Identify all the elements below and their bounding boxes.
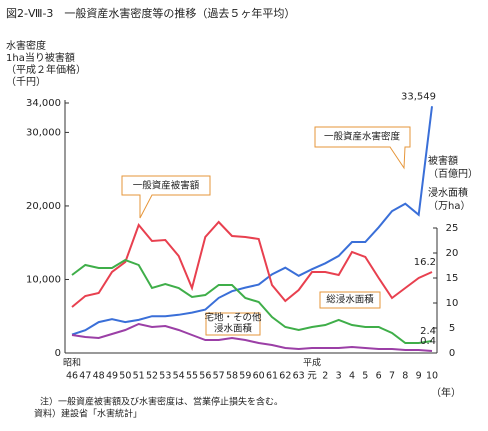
data-label: 2.4 xyxy=(420,326,436,337)
callout-box xyxy=(121,175,211,219)
x-tick-label: 7 xyxy=(389,371,395,382)
annotation: 一般資産水害密度 xyxy=(324,131,401,143)
y2-tick-label: 0 xyxy=(449,348,455,359)
y-axis-title: （平成２年価格） xyxy=(6,63,86,76)
chart-title: 図2-Ⅷ-3 一般資産水害密度等の推移（過去５ヶ年平均） xyxy=(6,6,295,20)
annotation: 宅地・その他 xyxy=(204,312,262,324)
era-label: 平成 xyxy=(303,357,321,369)
x-tick-label: 56 xyxy=(199,371,211,382)
y2-tick-label: 10 xyxy=(446,298,459,309)
x-tick-label: 62 xyxy=(279,371,291,382)
y2-axis-title: 浸水面積 xyxy=(428,186,468,199)
x-tick-label: 元 xyxy=(307,371,317,382)
x-tick-label: 61 xyxy=(266,371,278,382)
x-tick-label: 5 xyxy=(362,371,368,382)
y-tick-label: 34,000 xyxy=(26,98,61,109)
y-tick-label: 20,000 xyxy=(26,201,61,212)
y2-axis-title: 被害額 xyxy=(428,154,458,167)
y2-axis-title: （万ha） xyxy=(428,200,470,212)
x-tick-label: 55 xyxy=(186,371,198,382)
y2-tick-label: 5 xyxy=(449,323,455,334)
annotation: 浸水面積 xyxy=(214,323,253,335)
x-tick-label: 63 xyxy=(293,371,305,382)
x-tick-label: 4 xyxy=(349,371,355,382)
y-axis-title: 水害密度 xyxy=(6,39,46,52)
x-tick-label: 48 xyxy=(93,371,105,382)
x-tick-label: 6 xyxy=(376,371,382,382)
y2-tick-label: 25 xyxy=(446,223,459,234)
series-line xyxy=(71,322,433,352)
y-axis-title: 1ha当り被害額 xyxy=(6,51,75,64)
annotation: 総浸水面積 xyxy=(326,294,374,306)
annotation: 一般資産被害額 xyxy=(133,180,200,192)
callout-box xyxy=(205,312,261,336)
data-label: 0.4 xyxy=(420,336,436,347)
x-tick-label: 51 xyxy=(133,371,145,382)
x-tick-label: 49 xyxy=(106,371,118,382)
series-line xyxy=(71,220,433,308)
y2-tick-label: 15 xyxy=(446,273,459,284)
callout-box xyxy=(319,291,381,309)
y-tick-label: 30,000 xyxy=(26,127,61,138)
data-label: 33,549 xyxy=(401,91,436,102)
x-tick-label: 54 xyxy=(173,371,185,382)
x-tick-label: 9 xyxy=(416,371,422,382)
series-line xyxy=(71,258,433,344)
x-tick-label: 2 xyxy=(322,371,328,382)
series-line xyxy=(71,106,433,336)
x-tick-label: 52 xyxy=(146,371,158,382)
x-tick-label: 8 xyxy=(402,371,408,382)
footnote: 注）一般資産被害額及び水害密度は、営業停止損失を含む。 xyxy=(40,396,283,408)
x-tick-label: 3 xyxy=(336,371,342,382)
y-tick-label: 10,000 xyxy=(26,274,61,285)
y2-axis-title: （百億円） xyxy=(428,167,478,180)
x-tick-label: 47 xyxy=(79,371,91,382)
y-axis-title: （千円） xyxy=(6,76,46,88)
x-tick-label: 10 xyxy=(426,371,438,382)
era-label: 昭和 xyxy=(63,358,81,369)
footnote: 資料）建設省「水害統計」 xyxy=(34,408,142,420)
x-tick-label: 60 xyxy=(253,371,265,382)
callout-box xyxy=(314,126,411,170)
x-tick-label: 58 xyxy=(226,371,238,382)
data-label: 16.2 xyxy=(414,257,436,268)
x-tick-label: 57 xyxy=(213,371,225,382)
x-tick-label: 59 xyxy=(239,371,251,382)
y-tick-label: 0 xyxy=(55,348,61,359)
y2-tick-label: 20 xyxy=(446,248,459,259)
x-tick-label: 50 xyxy=(119,371,131,382)
x-tick-label: 53 xyxy=(159,371,171,382)
x-tick-label: 46 xyxy=(66,371,78,382)
x-axis-unit: （年） xyxy=(431,386,461,399)
